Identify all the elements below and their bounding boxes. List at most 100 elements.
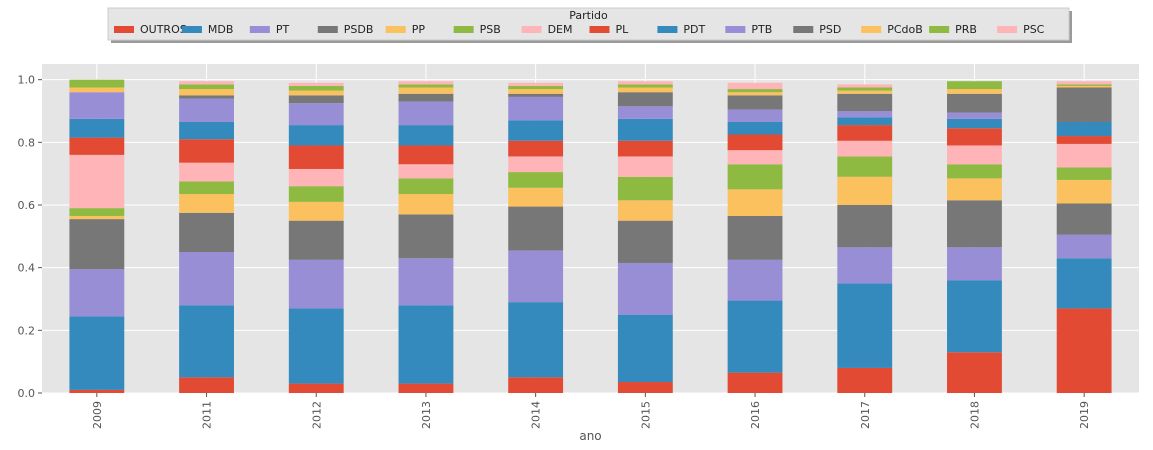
bar-segment-psd-2017 <box>837 93 893 111</box>
bar-segment-prb-2019 <box>1056 84 1112 86</box>
bar-segment-pl-2013 <box>398 145 454 165</box>
bar-segment-pt-2012 <box>288 259 344 309</box>
bar-segment-pp-2009 <box>69 215 125 220</box>
x-tick-label: 2009 <box>91 401 104 429</box>
bar-segment-prb-2016 <box>727 89 783 93</box>
bar-segment-psdb-2018 <box>947 200 1002 248</box>
bar-segment-pl-2017 <box>837 125 893 141</box>
legend-label-prb: PRB <box>955 23 977 36</box>
bar-segment-prb-2009 <box>69 79 125 88</box>
bar-segment-pp-2016 <box>727 189 783 216</box>
legend-swatch-psc <box>997 26 1018 33</box>
bar-segment-pp-2015 <box>617 200 673 221</box>
bar-segment-pp-2017 <box>837 176 893 205</box>
bar-segment-psdb-2012 <box>288 220 344 260</box>
bar-segment-pt-2014 <box>508 250 564 303</box>
legend-swatch-dem <box>521 26 542 33</box>
bar-segment-ptb-2016 <box>727 109 783 122</box>
bar-segment-pcdob-2011 <box>179 89 234 96</box>
y-tick-label: 0.6 <box>18 199 36 212</box>
bar-segment-pt-2017 <box>837 247 893 284</box>
bar-segment-outros-2012 <box>288 383 344 393</box>
bar-segment-psdb-2009 <box>69 219 125 270</box>
bar-segment-pdt-2017 <box>837 117 893 126</box>
bar-segment-psdb-2014 <box>508 206 564 251</box>
bar-segment-dem-2009 <box>69 154 125 209</box>
x-tick-label: 2014 <box>530 401 543 429</box>
bar-segment-outros-2017 <box>837 367 893 393</box>
bar-segment-dem-2014 <box>508 156 564 173</box>
bar-segment-psd-2018 <box>947 93 1002 113</box>
legend-label-pl: PL <box>616 23 630 36</box>
bar-segment-dem-2016 <box>727 150 783 165</box>
legend-swatch-pcdob <box>861 26 882 33</box>
bar-segment-pl-2011 <box>179 139 234 163</box>
bar-segment-psc-2015 <box>617 81 673 85</box>
bar-segment-prb-2014 <box>508 85 564 90</box>
legend-swatch-psd <box>793 26 814 33</box>
bar-segment-pp-2013 <box>398 194 454 215</box>
bar-segment-psd-2012 <box>288 95 344 104</box>
bar-segment-pdt-2015 <box>617 118 673 141</box>
bar-segment-dem-2018 <box>947 145 1002 165</box>
bar-segment-ptb-2018 <box>947 112 1002 119</box>
bar-segment-ptb-2013 <box>398 101 454 126</box>
bar-segment-psdb-2017 <box>837 205 893 248</box>
bar-segment-psb-2013 <box>398 178 454 195</box>
bar-segment-pdt-2018 <box>947 118 1002 129</box>
bar-segment-psb-2015 <box>617 176 673 201</box>
bar-segment-pp-2019 <box>1056 179 1112 204</box>
legend-label-psdb: PSDB <box>344 23 374 36</box>
bar-segment-pt-2019 <box>1056 234 1112 259</box>
bar-segment-dem-2017 <box>837 140 893 157</box>
bar-segment-mdb-2012 <box>288 308 344 384</box>
bar-segment-pcdob-2019 <box>1056 85 1112 88</box>
bar-segment-ptb-2014 <box>508 96 564 121</box>
bar-segment-outros-2018 <box>947 352 1002 393</box>
bar-segment-prb-2011 <box>179 84 234 90</box>
legend-swatch-pp <box>385 26 406 33</box>
bar-segment-pl-2018 <box>947 128 1002 146</box>
bar-segment-pl-2014 <box>508 140 564 157</box>
legend-swatch-pl <box>589 26 610 33</box>
bar-segment-psd-2011 <box>179 95 234 99</box>
bar-segment-mdb-2015 <box>617 314 673 383</box>
bar-segment-pt-2018 <box>947 247 1002 281</box>
bar-segment-dem-2013 <box>398 164 454 179</box>
bar-segment-pdt-2019 <box>1056 121 1112 137</box>
bar-segment-psc-2013 <box>398 81 454 85</box>
bar-segment-mdb-2016 <box>727 300 783 373</box>
bar-segment-pcdob-2009 <box>69 87 125 93</box>
bar-segment-pcdob-2014 <box>508 89 564 94</box>
bar-segment-pt-2013 <box>398 258 454 306</box>
bar-segment-outros-2014 <box>508 377 564 393</box>
bar-segment-pcdob-2013 <box>398 87 454 94</box>
bar-segment-outros-2013 <box>398 383 454 393</box>
legend-label-psd: PSD <box>819 23 841 36</box>
bar-segment-prb-2015 <box>617 84 673 88</box>
bar-segment-pdt-2016 <box>727 121 783 135</box>
bar-segment-psd-2016 <box>727 95 783 110</box>
bar-segment-psdb-2019 <box>1056 203 1112 235</box>
bar-segment-pt-2009 <box>69 269 125 317</box>
bar-segment-pt-2016 <box>727 259 783 301</box>
bar-segment-dem-2012 <box>288 168 344 187</box>
bar-segment-mdb-2009 <box>69 316 125 390</box>
bar-segment-psb-2014 <box>508 172 564 188</box>
legend-label-psc: PSC <box>1023 23 1045 36</box>
legend-label-pcdob: PCdoB <box>887 23 923 36</box>
bar-segment-ptb-2015 <box>617 106 673 119</box>
bar-segment-psdb-2016 <box>727 215 783 260</box>
bar-segment-psd-2015 <box>617 92 673 107</box>
bar-segment-prb-2017 <box>837 87 893 91</box>
legend-label-ptb: PTB <box>751 23 772 36</box>
bar-segment-ptb-2009 <box>69 92 125 119</box>
bar-segment-psb-2009 <box>69 208 125 216</box>
y-tick-label: 0.8 <box>18 136 36 149</box>
y-tick-label: 0.4 <box>18 262 36 275</box>
bar-segment-pl-2009 <box>69 137 125 155</box>
bar-segment-pdt-2014 <box>508 120 564 141</box>
legend-swatch-mdb <box>181 26 202 33</box>
bar-segment-pl-2015 <box>617 140 673 157</box>
bar-segment-psdb-2013 <box>398 214 454 259</box>
